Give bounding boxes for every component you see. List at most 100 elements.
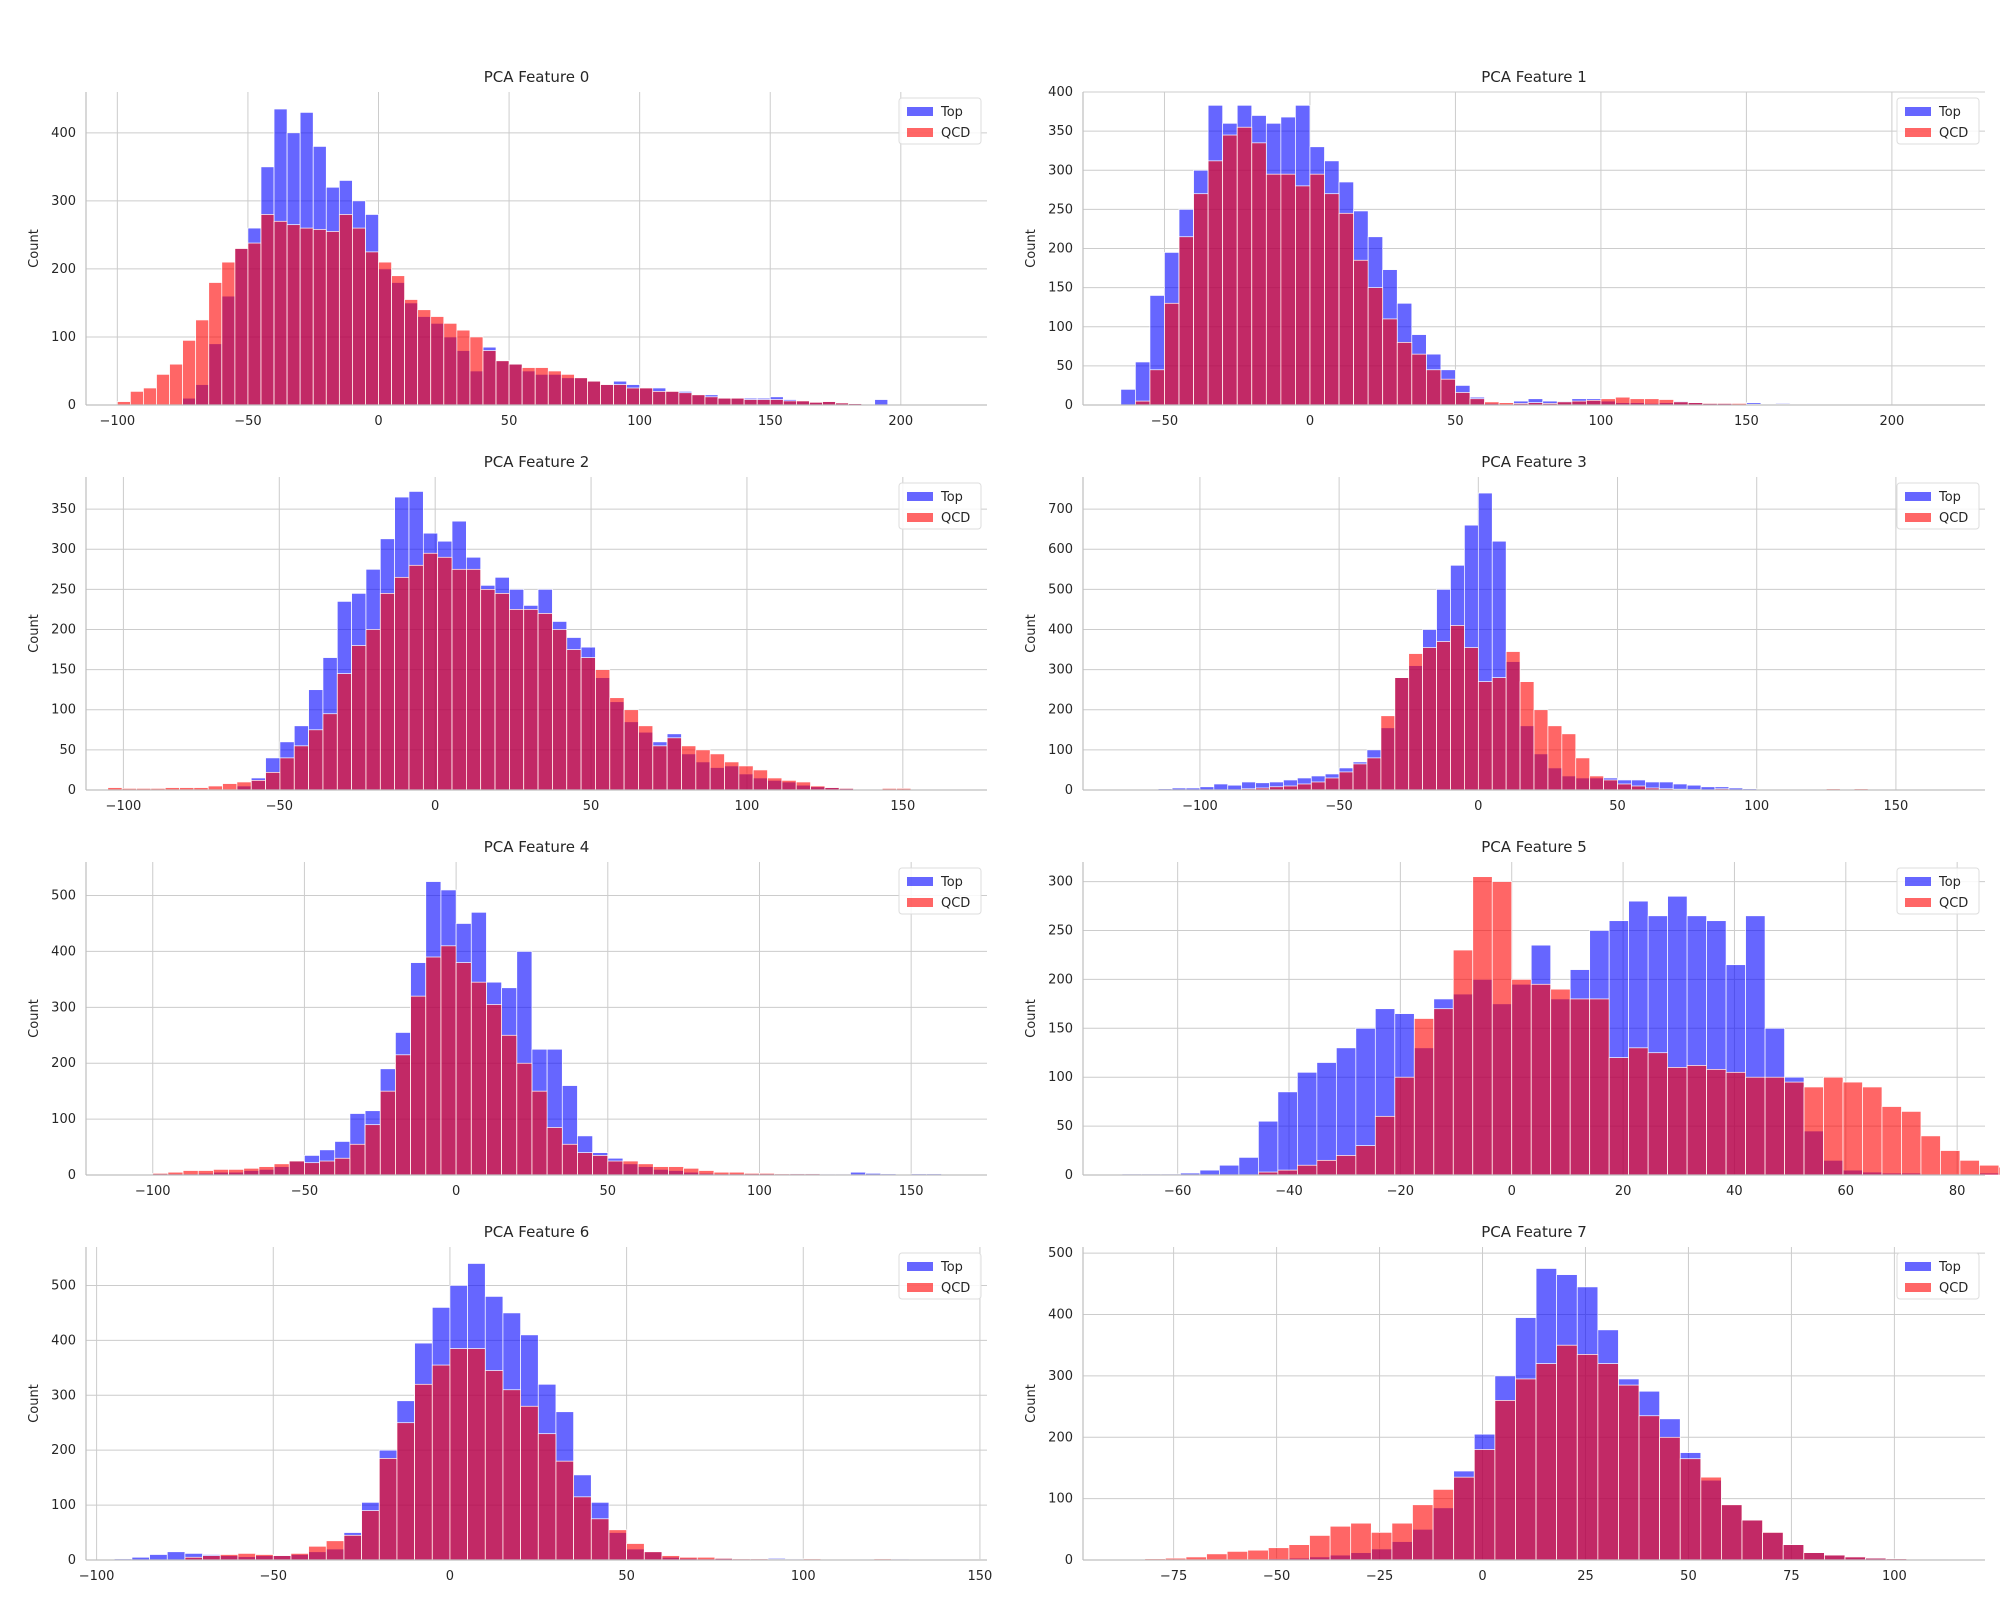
bar-qcd bbox=[509, 609, 525, 791]
bar-qcd bbox=[698, 1170, 715, 1176]
bar-qcd bbox=[379, 1090, 396, 1176]
bar-qcd bbox=[378, 261, 392, 406]
x-tick-label: 200 bbox=[888, 414, 913, 429]
bar-qcd bbox=[1667, 1067, 1688, 1176]
bar-qcd bbox=[312, 229, 327, 406]
bar-qcd bbox=[1959, 1159, 1980, 1176]
bar-qcd bbox=[308, 1545, 327, 1561]
bar-qcd bbox=[1370, 1532, 1393, 1561]
y-tick-label: 300 bbox=[51, 542, 76, 557]
bar-qcd bbox=[351, 645, 367, 791]
y-tick-label: 400 bbox=[51, 1333, 76, 1348]
y-tick-label: 400 bbox=[1048, 85, 1073, 100]
bar-qcd bbox=[391, 275, 405, 406]
legend-label-top: Top bbox=[940, 105, 963, 120]
y-tick-label: 250 bbox=[1048, 202, 1073, 217]
bar-qcd bbox=[482, 350, 497, 406]
bar-qcd bbox=[325, 231, 340, 406]
bar-qcd bbox=[1297, 1164, 1318, 1176]
bar-top bbox=[1258, 1120, 1279, 1176]
bar-qcd bbox=[1491, 677, 1507, 791]
y-tick-label: 400 bbox=[1048, 1308, 1073, 1323]
bar-qcd bbox=[437, 556, 453, 791]
x-tick-label: 100 bbox=[735, 799, 760, 814]
bar-qcd bbox=[1940, 1150, 1961, 1176]
bar-qcd bbox=[1408, 653, 1423, 791]
bar-qcd bbox=[666, 737, 682, 791]
bar-qcd bbox=[1706, 1069, 1727, 1176]
bar-qcd bbox=[1597, 1363, 1619, 1561]
y-tick-label: 200 bbox=[1048, 703, 1073, 718]
y-tick-label: 100 bbox=[51, 1112, 76, 1127]
bar-qcd bbox=[449, 1348, 468, 1561]
bar-qcd bbox=[1310, 781, 1326, 791]
bar-qcd bbox=[336, 673, 352, 791]
bar-qcd bbox=[501, 1034, 518, 1176]
bar-qcd bbox=[717, 397, 732, 406]
legend-label-top: Top bbox=[940, 875, 963, 890]
bar-qcd bbox=[361, 1510, 380, 1561]
bar-qcd bbox=[1862, 1086, 1883, 1176]
bar-qcd bbox=[1608, 1057, 1630, 1176]
y-tick-label: 500 bbox=[1048, 582, 1073, 597]
bar-qcd bbox=[691, 394, 706, 406]
bar-qcd bbox=[516, 1062, 533, 1176]
legend-label-qcd: QCD bbox=[1939, 1281, 1968, 1296]
y-tick-label: 200 bbox=[51, 622, 76, 637]
x-tick-label: 100 bbox=[1744, 799, 1769, 814]
bar-qcd bbox=[1366, 757, 1382, 791]
y-tick-label: 350 bbox=[51, 502, 76, 517]
bar-qcd bbox=[288, 1160, 305, 1176]
legend-swatch-qcd bbox=[1905, 128, 1931, 137]
bar-qcd bbox=[637, 1163, 654, 1176]
bar-qcd bbox=[566, 649, 582, 791]
bar-qcd bbox=[1206, 1553, 1228, 1561]
bar-top bbox=[1135, 361, 1151, 406]
bar-qcd bbox=[795, 781, 811, 791]
legend-label-qcd: QCD bbox=[1939, 896, 1968, 911]
x-tick-label: 200 bbox=[1879, 414, 1904, 429]
x-tick-label: 0 bbox=[1478, 1569, 1486, 1584]
bar-qcd bbox=[234, 248, 249, 406]
bar-top bbox=[1316, 1062, 1337, 1176]
x-tick-label: −20 bbox=[1387, 1184, 1414, 1199]
bar-qcd bbox=[396, 1422, 415, 1561]
bar-qcd bbox=[1803, 1086, 1824, 1176]
bar-qcd bbox=[1491, 881, 1513, 1176]
x-tick-label: 0 bbox=[446, 1569, 454, 1584]
chart-panel-3: −100 −50 0 50 100 150 0 100 200 300 400 500 600 700 PC… bbox=[1024, 453, 1985, 814]
bar-qcd bbox=[260, 214, 275, 406]
bar-qcd bbox=[1561, 733, 1577, 791]
bar-qcd bbox=[623, 709, 639, 791]
bar-top bbox=[1238, 1157, 1259, 1176]
bar-qcd bbox=[486, 1004, 502, 1176]
y-tick-label: 300 bbox=[1048, 663, 1073, 678]
bar-qcd bbox=[293, 745, 309, 791]
bar-qcd bbox=[1433, 1008, 1454, 1176]
bar-qcd bbox=[286, 224, 301, 406]
bar-qcd bbox=[456, 329, 471, 406]
bar-qcd bbox=[322, 713, 338, 791]
bar-qcd bbox=[796, 400, 810, 406]
bar-qcd bbox=[1411, 353, 1427, 406]
bar-qcd bbox=[1288, 1544, 1310, 1561]
y-tick-label: 600 bbox=[1048, 542, 1073, 557]
chart-title: PCA Feature 1 bbox=[1481, 68, 1587, 86]
bar-qcd bbox=[1396, 342, 1413, 406]
legend-label-top: Top bbox=[1938, 875, 1961, 890]
bar-qcd bbox=[1472, 876, 1493, 1176]
chart-panel-6: −100 −50 0 50 100 150 0 100 200 300 400 500 PCA Feat… bbox=[27, 1223, 992, 1584]
bar-qcd bbox=[1297, 783, 1312, 791]
x-tick-label: −100 bbox=[106, 799, 142, 814]
bar-qcd bbox=[1422, 647, 1437, 791]
bar-qcd bbox=[1745, 1076, 1766, 1176]
legend-swatch-qcd bbox=[1905, 898, 1931, 907]
x-tick-label: 60 bbox=[1838, 1184, 1855, 1199]
bar-qcd bbox=[1324, 777, 1340, 791]
bar-qcd bbox=[520, 1405, 539, 1561]
y-tick-label: 300 bbox=[1048, 875, 1073, 890]
bar-qcd bbox=[219, 1554, 239, 1561]
bar-qcd bbox=[365, 251, 379, 406]
y-tick-label: 100 bbox=[1048, 1070, 1073, 1085]
x-tick-label: −25 bbox=[1366, 1569, 1393, 1584]
